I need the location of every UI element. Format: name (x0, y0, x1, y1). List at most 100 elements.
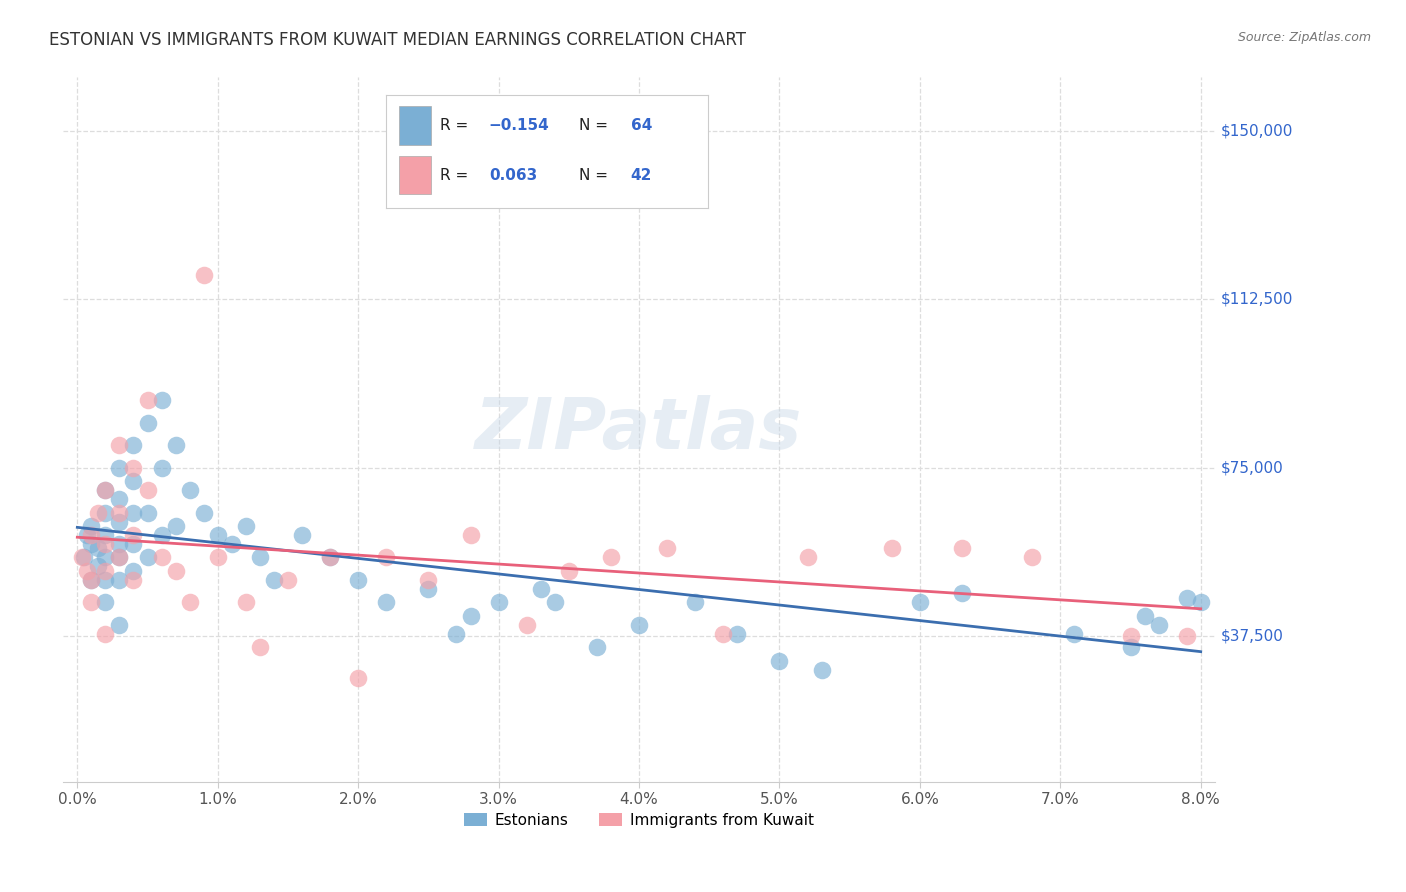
Point (94, 537, 117, 551)
Point (150, 460, 173, 475)
Point (165, 564, 187, 578)
Point (136, 416, 159, 430)
Point (249, 640, 271, 654)
Point (1175, 591, 1198, 605)
Point (488, 595, 510, 609)
Point (122, 564, 145, 578)
Point (418, 573, 440, 587)
Point (193, 268, 215, 282)
Point (122, 474, 145, 488)
Point (319, 550, 342, 565)
Legend: Estonians, Immigrants from Kuwait: Estonians, Immigrants from Kuwait (458, 806, 820, 834)
Point (108, 550, 131, 565)
Point (94, 595, 117, 609)
Point (1021, 550, 1043, 565)
Point (908, 595, 931, 609)
Point (460, 608, 482, 623)
Point (70, 550, 93, 565)
Point (263, 573, 285, 587)
Point (880, 541, 903, 556)
Point (950, 586, 973, 600)
Point (165, 438, 187, 452)
Point (460, 528, 482, 542)
Point (122, 528, 145, 542)
Point (544, 595, 567, 609)
Point (94, 506, 117, 520)
Point (87, 541, 110, 556)
Point (516, 617, 538, 632)
Point (950, 541, 973, 556)
Point (711, 626, 734, 640)
Point (122, 506, 145, 520)
Text: $112,500: $112,500 (1220, 292, 1294, 307)
Point (80, 519, 103, 533)
Point (108, 438, 131, 452)
Point (179, 595, 201, 609)
Point (108, 573, 131, 587)
Point (347, 672, 370, 686)
Point (136, 483, 159, 497)
Point (627, 617, 650, 632)
Point (235, 519, 257, 533)
Point (94, 528, 117, 542)
Point (235, 595, 257, 609)
Point (1063, 626, 1085, 640)
Point (291, 528, 314, 542)
Point (768, 654, 790, 668)
Point (122, 460, 145, 475)
Text: Source: ZipAtlas.com: Source: ZipAtlas.com (1237, 31, 1371, 45)
Point (796, 550, 818, 565)
Text: $75,000: $75,000 (1220, 460, 1284, 475)
Point (94, 483, 117, 497)
Point (249, 550, 271, 565)
Point (530, 582, 553, 596)
Point (108, 460, 131, 475)
Point (76, 564, 98, 578)
Point (207, 550, 229, 565)
Point (87, 559, 110, 574)
Point (80, 537, 103, 551)
Point (446, 626, 468, 640)
Point (87, 506, 110, 520)
Point (108, 491, 131, 506)
Point (108, 515, 131, 529)
Point (108, 550, 131, 565)
Point (165, 519, 187, 533)
Point (179, 483, 201, 497)
Point (1133, 608, 1156, 623)
Point (1147, 617, 1170, 632)
Point (80, 573, 103, 587)
Point (221, 537, 243, 551)
Point (150, 393, 173, 408)
Text: ZIPatlas: ZIPatlas (475, 395, 803, 464)
Point (94, 564, 117, 578)
Point (136, 506, 159, 520)
Point (136, 393, 159, 408)
Point (94, 626, 117, 640)
Point (193, 506, 215, 520)
Point (586, 640, 609, 654)
Point (150, 528, 173, 542)
Point (122, 537, 145, 551)
Point (136, 550, 159, 565)
Point (73, 550, 96, 565)
Point (1119, 640, 1142, 654)
Point (80, 573, 103, 587)
Point (725, 626, 748, 640)
Point (94, 573, 117, 587)
Point (375, 595, 398, 609)
Point (1189, 595, 1212, 609)
Point (1119, 629, 1142, 643)
Point (108, 506, 131, 520)
Point (558, 564, 581, 578)
Point (347, 573, 370, 587)
Point (150, 550, 173, 565)
Point (80, 595, 103, 609)
Point (80, 528, 103, 542)
Point (108, 617, 131, 632)
Point (76, 528, 98, 542)
Text: ESTONIAN VS IMMIGRANTS FROM KUWAIT MEDIAN EARNINGS CORRELATION CHART: ESTONIAN VS IMMIGRANTS FROM KUWAIT MEDIA… (49, 31, 747, 49)
Point (655, 541, 678, 556)
Point (683, 595, 706, 609)
Point (418, 582, 440, 596)
